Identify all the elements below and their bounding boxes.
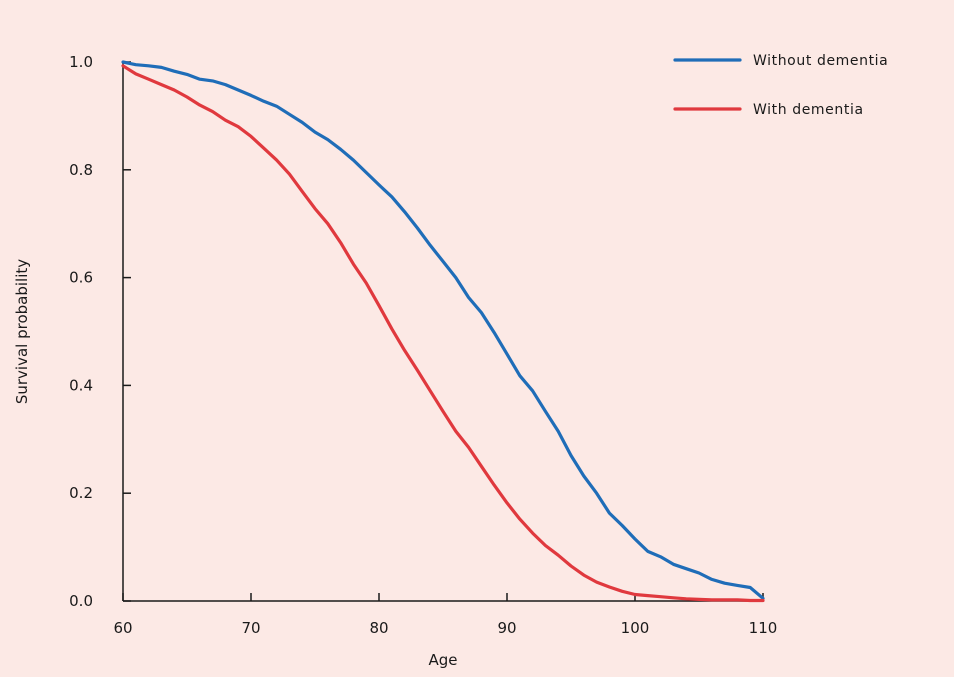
series-line-without-dementia <box>121 60 765 600</box>
x-tick-label: 70 <box>241 619 260 637</box>
y-axis-title: Survival probability <box>13 259 31 404</box>
y-tick-label: 0.4 <box>69 376 93 394</box>
y-tick-label: 0.0 <box>69 592 93 610</box>
y-tick-label: 0.8 <box>69 161 93 179</box>
legend: Without dementia With dementia <box>673 53 888 118</box>
y-tick-label: 0.6 <box>69 269 93 287</box>
y-ticks: 0.0 0.2 0.4 0.6 0.8 1.0 <box>69 53 131 610</box>
legend-label: With dementia <box>753 102 864 118</box>
series-lines <box>121 60 765 603</box>
y-tick-label: 0.2 <box>69 484 93 502</box>
x-tick-label: 80 <box>369 619 388 637</box>
series-line-with-dementia <box>121 64 765 603</box>
axes <box>122 62 763 602</box>
y-tick-label: 1.0 <box>69 53 93 71</box>
x-tick-label: 90 <box>497 619 516 637</box>
x-tick-label: 60 <box>113 619 132 637</box>
legend-label: Without dementia <box>753 53 888 69</box>
x-tick-label: 100 <box>621 619 650 637</box>
x-ticks: 60 70 80 90 100 110 <box>113 593 777 637</box>
x-tick-label: 110 <box>749 619 778 637</box>
x-axis-title: Age <box>428 651 457 669</box>
